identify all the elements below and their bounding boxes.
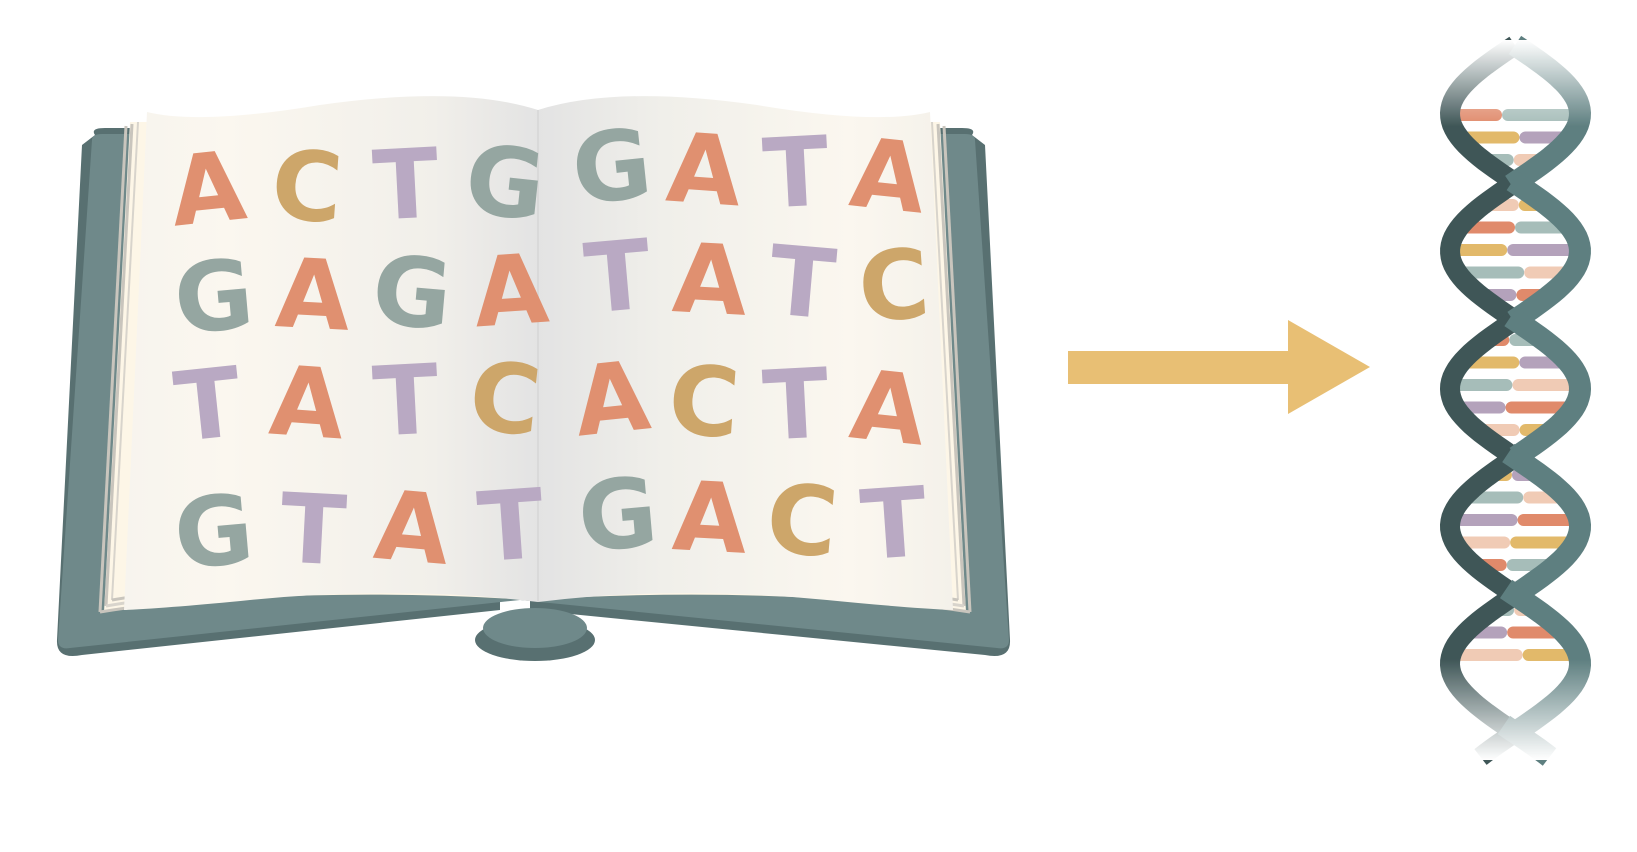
right-letter-r2-c2: A — [670, 222, 750, 338]
left-letter-r4-c3: A — [370, 469, 454, 587]
right-page — [538, 96, 953, 611]
right-letter-r1-c3: T — [760, 115, 831, 230]
right-letter-r1-c1: G — [567, 107, 657, 227]
helix-fade-overlay — [1415, 40, 1615, 760]
arrow-head — [1288, 320, 1370, 414]
right-letter-r3-c3: T — [760, 347, 831, 462]
right-letter-r2-c4: C — [855, 228, 933, 345]
right-letter-r4-c2: A — [670, 460, 750, 576]
left-letter-r2-c3: G — [368, 234, 456, 352]
left-page-letters: A C T GG A G AT A T CG T A T — [165, 123, 552, 591]
left-letter-r4-c1: G — [170, 473, 258, 591]
left-letter-r2-c4: A — [470, 233, 552, 350]
right-letter-r1-c2: A — [663, 112, 745, 229]
left-letter-r3-c3: T — [370, 343, 441, 458]
book-spine-top — [483, 608, 587, 648]
right-letter-r2-c1: T — [580, 218, 655, 335]
right-arrow-icon — [1068, 320, 1370, 414]
left-letter-r1-c1: A — [165, 129, 251, 248]
open-book-icon: A C T GG A G AT A T CG T A T G A T AT A T CA C T AG A C T — [56, 96, 1011, 661]
arrow-shaft — [1068, 351, 1293, 384]
right-letter-r1-c4: A — [845, 116, 931, 235]
right-letter-r3-c1: A — [569, 339, 655, 458]
right-page-letters: G A T AT A T CA C T AG A C T — [567, 107, 933, 582]
dna-double-helix-icon — [1415, 35, 1615, 766]
left-letter-r1-c4: G — [460, 123, 550, 243]
right-letter-r4-c3: C — [762, 462, 842, 580]
left-letter-r1-c3: T — [370, 127, 441, 242]
left-letter-r2-c2: A — [273, 237, 353, 353]
left-letter-r3-c2: A — [266, 345, 348, 462]
left-letter-r3-c1: T — [169, 346, 246, 464]
left-letter-r2-c1: G — [170, 238, 258, 356]
left-letter-r4-c4: T — [474, 468, 547, 584]
right-letter-r3-c4: A — [845, 348, 931, 467]
left-letter-r4-c2: T — [277, 472, 348, 587]
left-page — [124, 96, 538, 611]
right-letter-r2-c3: T — [765, 224, 840, 341]
right-letter-r3-c2: C — [665, 344, 743, 461]
left-letter-r3-c4: C — [464, 340, 546, 459]
left-letter-r1-c2: C — [268, 129, 346, 246]
right-letter-r4-c4: T — [857, 466, 930, 582]
right-letter-r4-c1: G — [574, 456, 662, 574]
